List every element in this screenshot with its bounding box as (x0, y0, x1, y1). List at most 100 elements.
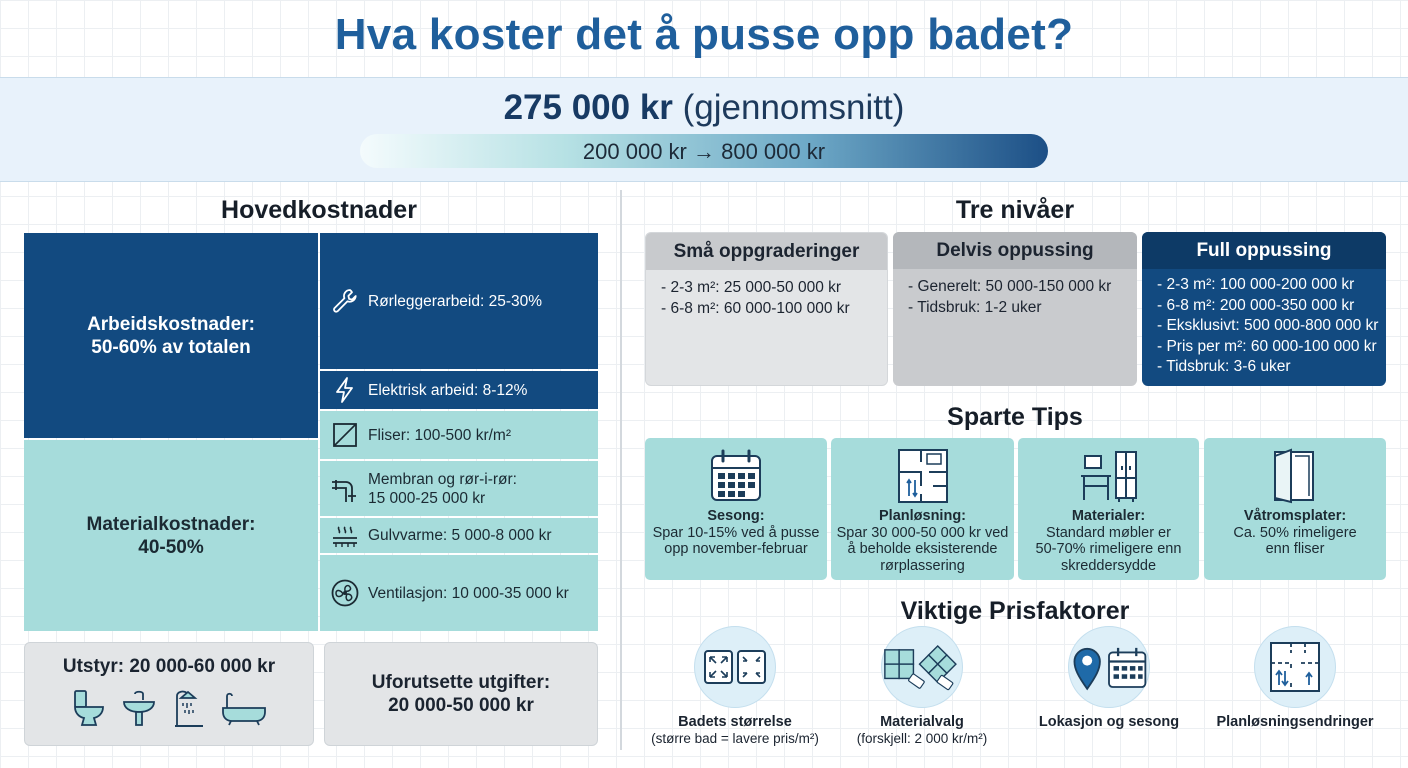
tier-small-title: Små oppgraderinger (646, 233, 887, 270)
ventilation-text: Ventilasjon: 10 000-35 000 kr (368, 584, 569, 602)
tier-full-list: - 2-3 m²: 100 000-200 000 kr - 6-8 m²: 2… (1142, 269, 1386, 378)
sink-icon (123, 690, 155, 726)
calendar-icon (711, 449, 761, 501)
tip-wall-panels-line: Ca. 50% rimeligere (1233, 524, 1357, 541)
plumbing-item: Rørleggerarbeid: 25-30% (320, 233, 598, 369)
factor-layout-change: Planløsningsendringer (1200, 626, 1390, 730)
tip-season: Sesong: Spar 10-15% ved å pusse opp nove… (645, 438, 827, 580)
factor-size-circle (694, 626, 776, 708)
lightning-icon (336, 377, 353, 403)
labor-share: 50-60% av totalen (91, 336, 251, 358)
tier-partial-title: Delvis oppussing (893, 232, 1137, 269)
tier-small: Små oppgraderinger - 2-3 m²: 25 000-50 0… (645, 232, 888, 386)
material-share: 40-50% (138, 536, 204, 558)
tiles-price-icon (884, 644, 957, 691)
tip-materials-title: Materialer: (1071, 508, 1146, 524)
tip-wall-panels: Våtromsplater: Ca. 50% rimeligere enn fl… (1204, 438, 1386, 580)
equipment-label: Utstyr: 20 000-60 000 kr (62, 656, 276, 677)
factor-material-circle (881, 626, 963, 708)
factor-layout-change-label: Planløsningsendringer (1216, 714, 1374, 730)
tier-small-line: - 6-8 m²: 60 000-100 000 kr (661, 299, 850, 317)
toilet-icon (74, 690, 104, 726)
tip-season-title: Sesong: (707, 508, 765, 524)
floor-heating-item: Gulvvarme: 5 000-8 000 kr (320, 518, 598, 553)
tiles-item: Fliser: 100-500 kr/m² (320, 411, 598, 459)
tip-wall-panels-title: Våtromsplater: (1243, 508, 1347, 524)
main-costs-heading: Hovedkostnader (221, 196, 417, 224)
factors-heading: Viktige Prisfaktorer (900, 597, 1130, 625)
membrane-text-line1: Membran og rør-i-rør: (368, 470, 517, 488)
furniture-icon (1080, 451, 1137, 502)
membrane-item: Membran og rør-i-rør: 15 000-25 000 kr (320, 461, 598, 516)
tip-wall-panels-line: enn fliser (1265, 541, 1325, 557)
tier-small-list: - 2-3 m²: 25 000-50 000 kr - 6-8 m²: 60 … (646, 270, 887, 319)
floor-heating-icon (333, 525, 357, 547)
wall-panel-icon (1274, 448, 1314, 504)
tip-layout-line: å beholde eksisterende (847, 541, 998, 557)
tip-materials-line: 50-70% rimeligere enn (1035, 541, 1182, 557)
factor-location-label: Lokasjon og sesong (1038, 714, 1180, 730)
factor-material: Materialvalg (forskjell: 2 000 kr/m²) (827, 626, 1017, 746)
tip-materials-line: skreddersydde (1060, 557, 1157, 574)
factor-layout-change-circle (1254, 626, 1336, 708)
tier-partial-line: - Tidsbruk: 1-2 uker (908, 298, 1042, 316)
ventilation-item: Ventilasjon: 10 000-35 000 kr (320, 555, 598, 631)
factor-size-label: Badets størrelse (678, 714, 792, 730)
average-cost: 275 000 kr (gjennomsnitt) (0, 88, 1408, 128)
factor-location-circle (1068, 626, 1150, 708)
plumbing-text: Rørleggerarbeid: 25-30% (368, 292, 543, 310)
material-cost-block: Materialkostnader: 40-50% (24, 440, 318, 631)
tier-full-line: - Tidsbruk: 3-6 uker (1157, 358, 1291, 375)
tip-season-line: opp november-februar (664, 541, 808, 557)
electrical-text: Elektrisk arbeid: 8-12% (368, 381, 528, 399)
material-label: Materialkostnader: (86, 513, 256, 535)
unforeseen-value: 20 000-50 000 kr (388, 695, 534, 716)
tier-full-line: - 6-8 m²: 200 000-350 000 kr (1157, 296, 1355, 314)
equipment-icons (25, 688, 313, 728)
tier-full-line: - Eksklusivt: 500 000-800 000 kr (1157, 317, 1379, 334)
pipe-icon (332, 479, 356, 502)
tiles-text: Fliser: 100-500 kr/m² (368, 426, 511, 444)
shower-icon (175, 690, 203, 727)
unforeseen-box: Uforutsette utgifter: 20 000-50 000 kr (324, 642, 598, 746)
column-divider (620, 190, 622, 750)
labor-label: Arbeidskostnader: (87, 313, 255, 335)
membrane-text: Membran og rør-i-rør: 15 000-25 000 kr (368, 470, 517, 508)
floorplan-arrows-icon (1270, 642, 1320, 692)
wrench-icon (333, 289, 357, 313)
tip-layout: Planløsning: Spar 30 000-50 000 kr ved å… (831, 438, 1014, 580)
factor-size-sub: (større bad = lavere pris/m²) (651, 731, 819, 746)
tier-partial-list: - Generelt: 50 000-150 000 kr - Tidsbruk… (893, 269, 1137, 318)
range-text: 200 000 kr → 800 000 kr (582, 139, 826, 164)
factor-material-label: Materialvalg (880, 714, 964, 730)
size-arrows-icon (704, 650, 766, 684)
page-title: Hva koster det å pusse opp badet? (334, 10, 1074, 59)
average-note: (gjennomsnitt) (682, 88, 905, 127)
factor-material-sub: (forskjell: 2 000 kr/m²) (856, 731, 988, 746)
tier-full-line: - Pris per m²: 60 000-100 000 kr (1157, 337, 1377, 355)
factor-size: Badets størrelse (større bad = lavere pr… (640, 626, 830, 746)
tip-layout-title: Planløsning: (879, 508, 966, 524)
tier-full: Full oppussing - 2-3 m²: 100 000-200 000… (1142, 232, 1386, 386)
tip-materials: Materialer: Standard møbler er 50-70% ri… (1018, 438, 1199, 580)
fan-icon (331, 579, 359, 607)
tip-season-line: Spar 10-15% ved å pusse (652, 524, 820, 541)
range-bar (360, 134, 1048, 168)
labor-cost-block: Arbeidskostnader: 50-60% av totalen (24, 233, 318, 438)
bathtub-icon (222, 692, 266, 726)
average-value: 275 000 kr (503, 88, 673, 127)
tier-full-title: Full oppussing (1142, 232, 1386, 269)
equipment-box: Utstyr: 20 000-60 000 kr (24, 642, 314, 746)
unforeseen-label: Uforutsette utgifter: (371, 672, 551, 693)
factor-location: Lokasjon og sesong (1014, 626, 1204, 730)
floor-heating-text: Gulvvarme: 5 000-8 000 kr (368, 527, 552, 544)
levels-heading: Tre nivåer (955, 196, 1075, 224)
tier-full-line: - 2-3 m²: 100 000-200 000 kr (1157, 276, 1355, 293)
electrical-item: Elektrisk arbeid: 8-12% (320, 371, 598, 409)
tier-partial-line: - Generelt: 50 000-150 000 kr (908, 278, 1112, 295)
floorplan-icon (897, 449, 948, 503)
tier-partial: Delvis oppussing - Generelt: 50 000-150 … (893, 232, 1137, 386)
tile-icon (333, 423, 357, 447)
membrane-text-line2: 15 000-25 000 kr (368, 489, 486, 507)
tip-layout-line: Spar 30 000-50 000 kr ved (836, 524, 1009, 541)
